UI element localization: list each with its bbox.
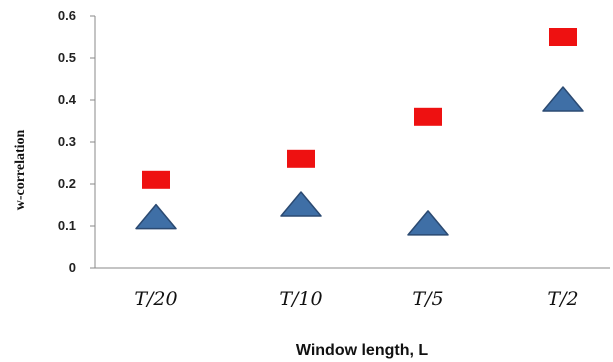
y-tick-label: 0.4 [58,92,77,107]
square-marker [142,170,170,189]
square-marker [549,28,577,46]
y-tick-label: 0.5 [58,50,76,65]
x-axis-title: Window length, L [296,342,429,359]
y-tick-label: 0.3 [58,134,76,149]
x-tick-label: T/5 [412,288,443,310]
data-marks [135,28,584,236]
y-tick-label: 0.2 [58,176,76,191]
y-tick-label: 0.6 [58,8,76,23]
y-tick-label: 0.1 [58,218,76,233]
x-axis: T/20 T/10 T/5 T/2 [95,267,610,310]
triangle-marker [135,203,177,230]
triangle-marker [280,191,322,217]
x-tick-label: T/2 [547,288,578,310]
y-tick-label: 0 [69,260,76,275]
triangle-marker [542,86,584,112]
square-marker [287,149,315,168]
x-tick-label: T/10 [279,288,322,310]
y-axis: 0 0.1 0.2 0.3 0.4 0.5 0.6 [58,8,96,275]
square-marker [414,107,442,126]
triangle-marker [407,210,449,236]
y-axis-title: w-correlation [13,129,28,210]
x-tick-label: T/20 [134,288,177,310]
